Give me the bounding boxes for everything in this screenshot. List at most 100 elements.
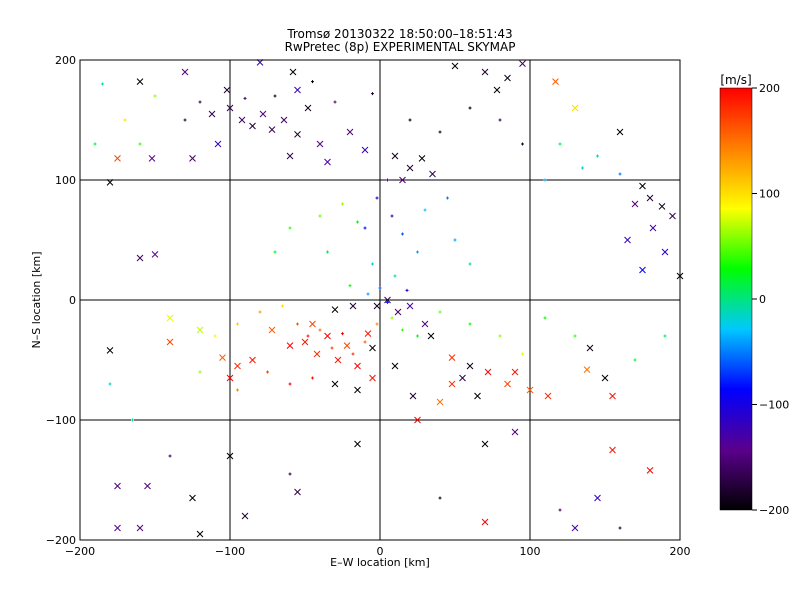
- data-point-dot: [401, 328, 404, 332]
- data-point-cross: [448, 354, 456, 361]
- data-point-cross: [151, 251, 159, 258]
- data-point-dot: [183, 118, 187, 122]
- data-point-cross: [286, 342, 294, 349]
- data-point-dot: [375, 322, 379, 326]
- data-point-cross: [409, 392, 417, 400]
- data-point-cross: [166, 314, 174, 322]
- data-point-cross: [466, 362, 474, 370]
- data-point-cross: [234, 362, 241, 370]
- data-point-cross: [114, 524, 121, 532]
- data-point-dot: [446, 196, 449, 200]
- data-point-dot: [468, 106, 472, 110]
- data-point-cross: [601, 374, 609, 382]
- data-point-cross: [583, 366, 591, 373]
- data-point-cross: [196, 326, 204, 334]
- data-point-dot: [311, 80, 314, 84]
- data-point-dot: [101, 82, 104, 86]
- colorbar-tick-label: −200: [759, 504, 789, 517]
- data-point-cross: [526, 386, 534, 394]
- data-point-dot: [288, 472, 292, 476]
- data-point-cross: [481, 440, 489, 448]
- data-point-cross: [616, 128, 624, 136]
- data-point-cross: [289, 68, 297, 76]
- data-point-cross: [294, 131, 301, 138]
- data-point-dot: [521, 352, 524, 356]
- data-point-cross: [189, 155, 196, 162]
- data-point-cross: [136, 524, 144, 532]
- data-point-dot: [386, 300, 389, 304]
- chart-title: Tromsø 20130322 18:50:00–18:51:43: [286, 27, 512, 41]
- data-point-cross: [313, 350, 321, 358]
- data-point-cross: [646, 194, 654, 202]
- data-point-cross: [316, 140, 324, 148]
- data-point-dot: [498, 118, 502, 122]
- data-point-dot: [236, 322, 239, 326]
- data-point-dot: [138, 142, 142, 146]
- data-point-cross: [144, 482, 151, 490]
- data-point-cross: [226, 452, 234, 460]
- data-point-cross: [391, 362, 399, 370]
- colorbar-tick-label: −100: [759, 399, 789, 412]
- data-point-dot: [363, 226, 367, 230]
- data-point-dot: [543, 316, 547, 320]
- data-point-dot: [558, 508, 562, 512]
- data-point-dot: [401, 232, 404, 236]
- colorbar: [m/s] −200 −100 0 100 200: [719, 73, 789, 517]
- data-point-cross: [399, 176, 406, 184]
- data-point-cross: [406, 302, 414, 310]
- colorbar-tick-label: 100: [759, 188, 780, 201]
- data-point-cross: [196, 530, 204, 538]
- y-tick-label: −100: [46, 414, 76, 427]
- data-point-cross: [552, 78, 559, 85]
- x-tick-label: −200: [65, 545, 95, 558]
- data-point-cross: [304, 104, 312, 112]
- data-point-cross: [249, 356, 256, 364]
- data-point-cross: [511, 428, 519, 436]
- data-point-cross: [114, 155, 121, 162]
- data-point-dot: [288, 382, 292, 386]
- data-point-cross: [324, 332, 331, 340]
- data-point-dot: [341, 332, 344, 336]
- data-point-dot: [341, 202, 344, 206]
- data-point-dot: [423, 208, 427, 212]
- data-point-cross: [421, 320, 429, 328]
- data-point-cross: [544, 392, 552, 400]
- data-point-cross: [429, 170, 436, 178]
- data-point-cross: [511, 368, 519, 376]
- data-point-cross: [346, 128, 354, 136]
- data-point-cross: [639, 182, 646, 190]
- data-point-cross: [331, 380, 339, 388]
- data-point-cross: [241, 512, 249, 520]
- data-point-dot: [258, 310, 262, 314]
- data-point-cross: [294, 86, 301, 94]
- data-point-dot: [288, 226, 292, 230]
- data-point-dot: [573, 334, 577, 338]
- data-point-dot: [416, 250, 419, 254]
- data-point-cross: [214, 140, 222, 148]
- data-point-cross: [418, 155, 426, 162]
- y-tick-label: −200: [46, 534, 76, 547]
- data-point-dot: [296, 322, 299, 326]
- data-point-cross: [354, 386, 361, 394]
- data-point-dot: [356, 220, 359, 224]
- x-tick-label: −100: [215, 545, 245, 558]
- data-point-cross: [268, 326, 276, 334]
- data-point-cross: [519, 60, 526, 67]
- data-point-cross: [639, 266, 646, 274]
- y-tick-label: 100: [55, 174, 76, 187]
- data-point-cross: [414, 416, 421, 424]
- data-point-cross: [658, 203, 666, 210]
- y-axis-ticks: −200 −100 0 100 200: [46, 54, 680, 547]
- data-point-cross: [459, 374, 466, 382]
- data-point-dot: [153, 94, 157, 98]
- data-point-cross: [361, 146, 369, 154]
- data-point-cross: [649, 224, 657, 232]
- data-point-cross: [369, 374, 376, 382]
- data-point-cross: [481, 68, 489, 76]
- data-point-dot: [326, 250, 329, 254]
- data-point-cross: [394, 308, 402, 316]
- data-point-dot: [468, 322, 472, 326]
- data-point-cross: [354, 362, 361, 370]
- data-point-cross: [594, 494, 601, 502]
- data-point-dot: [405, 288, 409, 292]
